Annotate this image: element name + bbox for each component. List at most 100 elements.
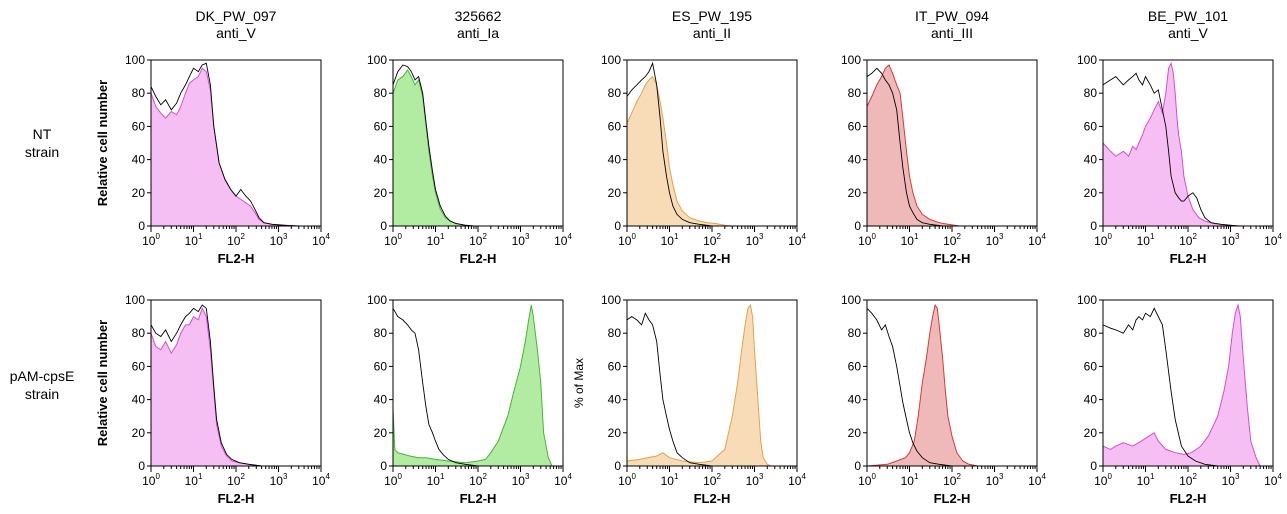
panel-r0c1-subtitle: anti_Ia xyxy=(457,25,499,41)
panel-r1c2-ytick-label-5: 100 xyxy=(601,293,621,307)
panel-r0c3-ytick-label-2: 40 xyxy=(848,153,862,167)
panel-r1c2: 0 20 40 60 80 100 100 101 102 103 104 FL2-H % of Max xyxy=(572,293,806,506)
panel-r0c3-filled-outline xyxy=(866,64,960,227)
row-label-pam-cpse-line2: strain xyxy=(25,386,59,402)
panel-r1c4-ytick-label-5: 100 xyxy=(1077,293,1097,307)
panel-r0c1-ytick-label-3: 60 xyxy=(374,119,388,133)
panel-r1c1-ytick-label-4: 80 xyxy=(374,326,388,340)
panel-r1c2-ytick-label-1: 20 xyxy=(608,426,622,440)
panel-r0c1-ytick-label-4: 80 xyxy=(374,86,388,100)
panel-r0c1-xlabel: FL2-H xyxy=(460,251,497,266)
panel-r1c2-control-line xyxy=(626,312,713,467)
panel-r0c3-xtick-label-2: 102 xyxy=(943,232,961,248)
panel-r1c1-ytick-label-3: 60 xyxy=(374,359,388,373)
panel-r1c4-filled-area xyxy=(1103,305,1261,466)
panel-r1c1-ytick-label-1: 20 xyxy=(374,426,388,440)
panel-r1c0-xlabel: FL2-H xyxy=(218,491,255,506)
panel-r0c0-title: DK_PW_097 xyxy=(196,8,277,24)
panel-r1c3-xlabel: FL2-H xyxy=(934,491,971,506)
panel-r0c0-xtick-label-1: 101 xyxy=(185,232,203,248)
panel-r1c0-ytick-label-0: 0 xyxy=(138,459,145,473)
panel-r0c0-xtick-label-4: 104 xyxy=(312,232,330,248)
panel-r0c1-xtick-label-0: 100 xyxy=(384,232,402,248)
panel-r1c0-ytick-label-5: 100 xyxy=(125,293,145,307)
panel-r1c3-xtick-label-3: 103 xyxy=(986,472,1004,488)
panel-r0c4-xtick-label-1: 101 xyxy=(1137,232,1155,248)
panel-r0c3-xtick-label-1: 101 xyxy=(901,232,919,248)
panel-r1c3-ytick-label-3: 60 xyxy=(848,359,862,373)
panel-r0c3-subtitle: anti_III xyxy=(931,25,973,41)
panel-r1c4: 0 20 40 60 80 100 100 101 102 103 104 FL2-H xyxy=(1077,293,1282,506)
panel-r0c3-ytick-label-0: 0 xyxy=(854,219,861,233)
panel-r1c1-filled-area xyxy=(393,305,552,466)
panel-r0c2-xtick-label-1: 101 xyxy=(661,232,679,248)
panel-r1c3-ytick-label-4: 80 xyxy=(848,326,862,340)
panel-r1c0-xtick-label-4: 104 xyxy=(312,472,330,488)
panel-r0c1-xtick-label-3: 103 xyxy=(512,232,530,248)
panel-r0c3-xtick-label-0: 100 xyxy=(858,232,876,248)
panel-r0c4-control-line xyxy=(1102,72,1239,227)
panel-r0c4-subtitle: anti_V xyxy=(1168,25,1208,41)
panel-r0c3-ytick-label-4: 80 xyxy=(848,86,862,100)
panel-r0c4-ytick-label-3: 60 xyxy=(1084,119,1098,133)
panel-r1c2-xtick-label-0: 100 xyxy=(618,472,636,488)
panel-r1c0-ytick-label-2: 40 xyxy=(132,393,146,407)
panel-r0c4-xtick-label-2: 102 xyxy=(1179,232,1197,248)
panel-r0c0-ytick-label-3: 60 xyxy=(132,119,146,133)
panel-r1c3-ytick-label-1: 20 xyxy=(848,426,862,440)
panel-r0c2-ytick-label-3: 60 xyxy=(608,119,622,133)
panel-r1c4-ytick-label-2: 40 xyxy=(1084,393,1098,407)
panel-r1c2-ytick-label-2: 40 xyxy=(608,393,622,407)
panel-r0c4-ytick-label-5: 100 xyxy=(1077,53,1097,67)
panel-r0c0-xtick-label-0: 100 xyxy=(142,232,160,248)
panel-r1c4-xtick-label-4: 104 xyxy=(1264,472,1282,488)
panel-r0c0-subtitle: anti_V xyxy=(216,25,256,41)
panel-r0c4-title: BE_PW_101 xyxy=(1148,8,1228,24)
panel-r1c0-ylabel: Relative cell number xyxy=(95,320,110,446)
panel-r1c0-xtick-label-0: 100 xyxy=(142,472,160,488)
panel-r0c2-xtick-label-3: 103 xyxy=(746,232,764,248)
panel-r1c1-control-line xyxy=(392,308,479,467)
panel-r0c1-ytick-label-5: 100 xyxy=(367,53,387,67)
panel-r0c2-xtick-label-2: 102 xyxy=(703,232,721,248)
panel-r0c2-filled-area xyxy=(627,76,733,226)
panel-r0c0-xlabel: FL2-H xyxy=(218,251,255,266)
panel-r0c1-filled-area xyxy=(393,70,474,226)
panel-r0c4-xtick-label-0: 100 xyxy=(1094,232,1112,248)
panel-r0c4-ytick-label-0: 0 xyxy=(1090,219,1097,233)
panel-r1c0-ytick-label-4: 80 xyxy=(132,326,146,340)
panel-r0c2-ytick-label-2: 40 xyxy=(608,153,622,167)
panel-r0c4-ytick-label-2: 40 xyxy=(1084,153,1098,167)
panel-r1c4-ytick-label-4: 80 xyxy=(1084,326,1098,340)
panel-r1c0-xtick-label-1: 101 xyxy=(185,472,203,488)
panel-r0c4-xtick-label-4: 104 xyxy=(1264,232,1282,248)
panel-r1c1-ytick-label-2: 40 xyxy=(374,393,388,407)
panel-r1c3-xtick-label-0: 100 xyxy=(858,472,876,488)
panel-r0c2-ytick-label-5: 100 xyxy=(601,53,621,67)
row-label-pam-cpse-line1: pAM-cpsE xyxy=(10,368,75,384)
panel-r1c3: 0 20 40 60 80 100 100 101 102 103 104 FL2-H xyxy=(841,293,1046,506)
panel-r0c4-filled-outline xyxy=(1102,61,1244,227)
panel-r0c2-title: ES_PW_195 xyxy=(672,8,752,24)
panel-r1c2-ytick-label-4: 80 xyxy=(608,326,622,340)
panel-r0c1-title: 325662 xyxy=(455,8,502,24)
panel-r1c0: 0 20 40 60 80 100 100 101 102 103 104 FL2-H Relative… xyxy=(95,293,330,506)
panel-r1c1-xlabel: FL2-H xyxy=(460,491,497,506)
panel-r1c3-xtick-label-1: 101 xyxy=(901,472,919,488)
panel-r0c0-xtick-label-3: 103 xyxy=(270,232,288,248)
panel-r0c0-xtick-label-2: 102 xyxy=(227,232,245,248)
panel-r1c0-ytick-label-3: 60 xyxy=(132,359,146,373)
panel-r1c3-xtick-label-4: 104 xyxy=(1028,472,1046,488)
panel-r0c1-control-line xyxy=(392,64,474,227)
panel-r1c3-filled-outline xyxy=(866,303,978,467)
panel-r1c1-xtick-label-0: 100 xyxy=(384,472,402,488)
row-labels: NT strain pAM-cpsE strain xyxy=(10,126,75,402)
panel-r0c4-xtick-label-3: 103 xyxy=(1222,232,1240,248)
panel-r0c0-ytick-label-5: 100 xyxy=(125,53,145,67)
panel-r0c1-xtick-label-1: 101 xyxy=(427,232,445,248)
panel-r0c3-xtick-label-4: 104 xyxy=(1028,232,1046,248)
